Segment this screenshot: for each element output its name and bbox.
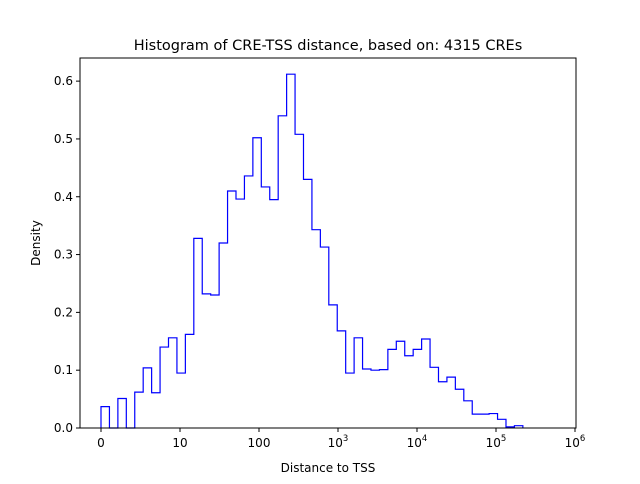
x-tick-exponent: 6	[580, 434, 585, 444]
histogram-bin	[152, 393, 160, 428]
histogram-bin	[295, 134, 303, 428]
histogram-step-line	[100, 73, 524, 429]
axes-frame	[79, 57, 577, 429]
x-tick-base: 10	[486, 436, 501, 450]
y-tick-label: 0.1	[54, 363, 73, 377]
histogram-bin	[312, 230, 320, 428]
x-tick-base: 10	[565, 436, 580, 450]
y-tick-label: 0.3	[54, 248, 73, 262]
histogram-bin	[346, 373, 354, 428]
histogram-bin	[219, 243, 227, 428]
histogram-bin	[202, 294, 210, 428]
histogram-bin	[363, 369, 371, 428]
histogram-bin	[253, 138, 261, 428]
histogram-bin	[455, 389, 463, 428]
histogram-bin	[413, 349, 421, 428]
chart-title: Histogram of CRE-TSS distance, based on:…	[134, 38, 523, 54]
histogram-bin	[388, 349, 396, 428]
histogram-bin	[481, 414, 489, 428]
x-tick-label: 100	[248, 436, 271, 450]
x-tick-label: 104	[407, 434, 428, 450]
y-axis-label: Density	[29, 220, 43, 266]
histogram-bin	[396, 341, 404, 428]
histogram-bin	[278, 116, 286, 428]
x-tick-exponent: 4	[422, 434, 427, 444]
x-tick-base: 10	[328, 436, 343, 450]
y-tick-label: 0.0	[54, 421, 73, 435]
histogram-bin	[194, 238, 202, 428]
y-tick-label: 0.2	[54, 305, 73, 319]
histogram-bin	[211, 295, 219, 428]
x-tick-base: 0	[97, 436, 105, 450]
histogram-bin	[135, 392, 143, 428]
histogram-bin	[430, 367, 438, 428]
histogram-bin	[236, 199, 244, 428]
histogram-bin	[337, 331, 345, 428]
histogram-bin	[177, 373, 185, 428]
histogram-bin	[143, 368, 151, 428]
histogram-bin	[261, 187, 269, 428]
histogram-bin	[472, 414, 480, 428]
histogram-bin	[160, 347, 168, 428]
x-axis: 0 10 100 103 104 105 106	[97, 428, 585, 450]
x-tick-base: 10	[407, 436, 422, 450]
histogram-bin	[118, 399, 126, 428]
histogram-bin	[320, 247, 328, 428]
y-tick-label: 0.5	[54, 132, 73, 146]
histogram-bin	[270, 200, 278, 428]
x-tick-label: 10	[172, 436, 187, 450]
histogram-bin	[168, 338, 176, 428]
x-tick-label: 103	[328, 434, 349, 450]
plot-area	[100, 73, 524, 429]
y-tick-label: 0.6	[54, 74, 73, 88]
histogram-bin	[185, 334, 193, 428]
histogram-bin	[101, 407, 109, 428]
x-tick-exponent: 3	[343, 434, 348, 444]
x-axis-label: Distance to TSS	[281, 461, 376, 475]
histogram-bin	[405, 356, 413, 428]
x-tick-base: 10	[172, 436, 187, 450]
histogram-bin	[371, 370, 379, 428]
histogram-bin	[464, 401, 472, 428]
x-tick-label: 105	[486, 434, 507, 450]
histogram-bin	[228, 191, 236, 428]
y-axis: 0.0 0.1 0.2 0.3 0.4 0.5 0.6	[54, 74, 80, 435]
x-tick-exponent: 5	[501, 434, 506, 444]
histogram-bin	[379, 370, 387, 428]
histogram-bin	[498, 419, 506, 428]
x-tick-base: 100	[248, 436, 271, 450]
histogram-bin	[354, 338, 362, 428]
histogram-bin	[244, 176, 252, 428]
histogram-bin	[489, 414, 497, 428]
y-tick-label: 0.4	[54, 190, 73, 204]
x-tick-label: 0	[97, 436, 105, 450]
histogram-bin	[438, 382, 446, 428]
x-tick-label: 106	[565, 434, 586, 450]
histogram-bin	[422, 339, 430, 428]
histogram-bin	[447, 377, 455, 428]
histogram-bin	[287, 74, 295, 428]
histogram-bin	[329, 305, 337, 428]
histogram-bin	[303, 179, 311, 428]
